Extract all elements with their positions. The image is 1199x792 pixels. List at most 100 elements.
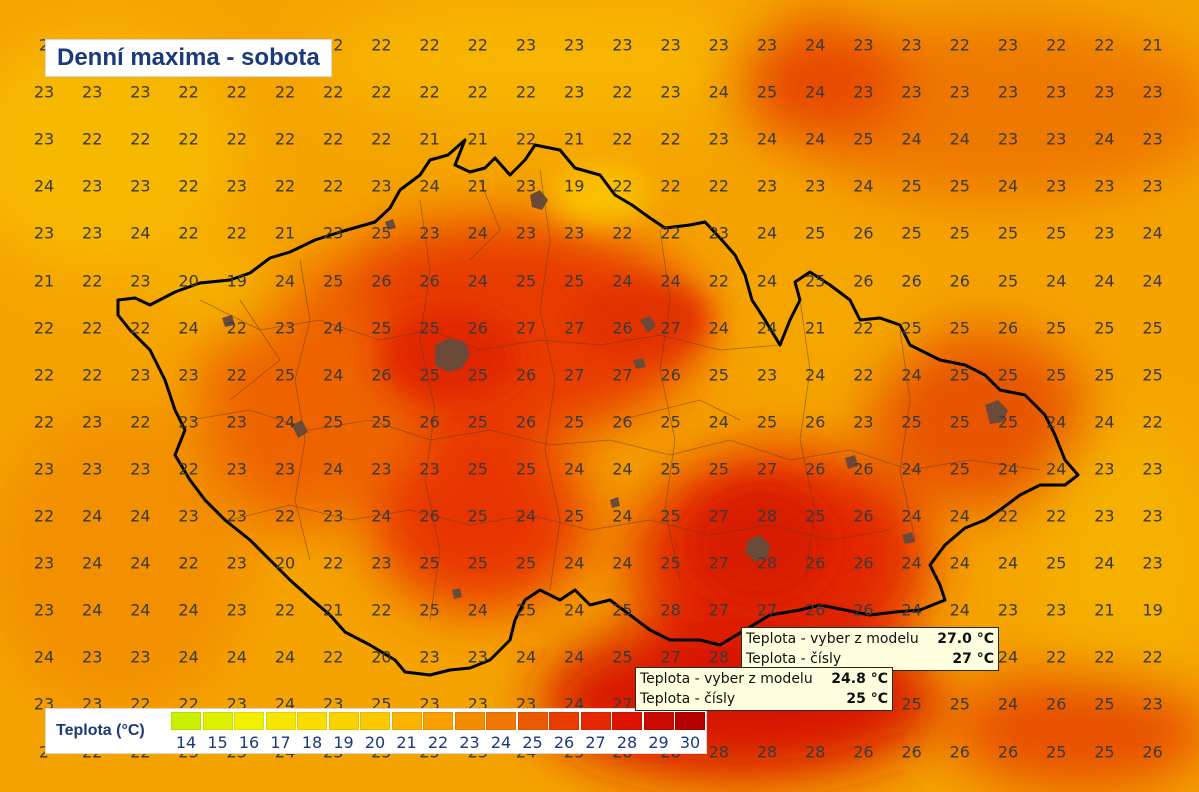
grid-value: 23	[1046, 600, 1067, 620]
grid-value: 22	[467, 35, 488, 55]
grid-value: 25	[949, 694, 970, 714]
grid-value: 22	[274, 600, 296, 620]
legend-value: 22	[427, 733, 449, 752]
grid-value: 26	[805, 412, 826, 432]
grid-value: 26	[1046, 694, 1067, 714]
grid-value: 22	[33, 365, 55, 385]
grid-value: 25	[371, 318, 392, 338]
legend-swatch	[423, 712, 453, 730]
grid-value: 23	[371, 176, 392, 196]
legend-value: 17	[270, 733, 291, 752]
grid-value: 22	[82, 271, 103, 290]
grid-value: 25	[564, 506, 585, 526]
grid-value: 25	[564, 412, 585, 432]
grid-value: 26	[805, 600, 826, 620]
grid-value: 23	[226, 553, 247, 573]
legend-swatch	[391, 712, 422, 730]
grid-value: 25	[997, 365, 1019, 385]
grid-value: 25	[901, 694, 922, 714]
grid-value: 27	[564, 365, 585, 385]
tooltip-numbers-label: Teplota - čísly	[640, 691, 736, 707]
grid-value: 24	[949, 553, 970, 573]
grid-value: 23	[1046, 129, 1067, 149]
grid-value: 24	[82, 506, 103, 526]
grid-value: 25	[1094, 694, 1115, 714]
grid-value: 25	[949, 459, 970, 479]
grid-value: 23	[660, 82, 681, 102]
grid-value: 26	[853, 223, 874, 243]
grid-value: 23	[756, 365, 778, 385]
legend-swatch	[202, 712, 233, 730]
grid-value: 23	[949, 82, 970, 102]
legend-value: 16	[238, 733, 260, 752]
grid-value: 23	[130, 82, 151, 102]
grid-value: 24	[1142, 223, 1163, 243]
legend-swatch	[454, 712, 485, 730]
grid-value: 24	[323, 365, 344, 385]
grid-value: 23	[33, 459, 55, 479]
grid-value: 22	[612, 223, 633, 243]
grid-value: 23	[274, 459, 296, 479]
legend-label: Teplota (°C)	[56, 722, 145, 739]
grid-value: 23	[853, 82, 874, 102]
grid-value: 24	[805, 129, 826, 149]
legend-step: 27	[580, 712, 613, 752]
grid-value: 24	[564, 600, 585, 620]
grid-value: 24	[949, 600, 970, 620]
grid-value: 23	[419, 223, 440, 243]
grid-value: 22	[1142, 412, 1163, 432]
grid-value: 26	[467, 318, 488, 338]
grid-value: 22	[82, 365, 103, 385]
grid-value: 26	[853, 459, 874, 479]
grid-value: 26	[853, 600, 874, 620]
grid-value: 24	[901, 129, 922, 149]
grid-value: 24	[805, 35, 826, 55]
tooltip-2: Teplota - vyber z modelu 24.8 °C Teplota …	[635, 667, 893, 711]
grid-value: 25	[1142, 365, 1163, 385]
grid-value: 24	[515, 647, 537, 667]
grid-value: 24	[901, 459, 922, 479]
legend-step: 22	[423, 712, 455, 752]
grid-value: 23	[274, 318, 296, 338]
grid-value: 22	[1046, 506, 1067, 526]
grid-value: 22	[226, 365, 247, 385]
grid-value: 23	[82, 82, 103, 102]
grid-value: 22	[82, 318, 103, 338]
grid-value: 24	[1094, 553, 1115, 573]
grid-value: 25	[1094, 742, 1115, 761]
country-border	[116, 138, 1080, 677]
grid-value: 23	[323, 506, 344, 526]
grid-value: 23	[1094, 459, 1115, 479]
grid-value: 23	[997, 82, 1019, 102]
grid-value: 22	[130, 412, 151, 432]
grid-value: 24	[178, 318, 199, 338]
grid-value: 25	[515, 553, 537, 573]
grid-value: 23	[82, 647, 103, 667]
grid-value: 25	[371, 412, 392, 432]
grid-value: 26	[853, 553, 874, 573]
grid-value: 23	[371, 553, 392, 573]
grid-value: 25	[756, 82, 778, 102]
grid-value: 25	[949, 365, 970, 385]
grid-value: 26	[515, 412, 537, 432]
grid-value: 24	[756, 271, 778, 290]
grid-value: 23	[33, 553, 55, 573]
grid-value: 26	[853, 506, 874, 526]
grid-value: 24	[949, 506, 970, 526]
grid-value: 20	[178, 271, 199, 290]
grid-value: 24	[805, 82, 826, 102]
temperature-legend: Teplota (°C) 14 15 16 17 18 19 20 21 22 23 24 25 26 2…	[45, 708, 707, 754]
grid-value: 23	[82, 176, 103, 196]
grid-value: 22	[274, 129, 296, 149]
grid-value: 21	[1094, 600, 1115, 620]
grid-value: 24	[467, 600, 488, 620]
legend-step: 15	[202, 712, 235, 752]
grid-value: 22	[612, 176, 633, 196]
grid-value: 23	[371, 459, 392, 479]
grid-value: 19	[226, 271, 247, 290]
grid-value: 21	[274, 223, 296, 243]
grid-value: 25	[660, 553, 681, 573]
grid-value: 23	[660, 35, 681, 55]
grid-value: 25	[660, 459, 681, 479]
grid-value: 22	[130, 318, 151, 338]
